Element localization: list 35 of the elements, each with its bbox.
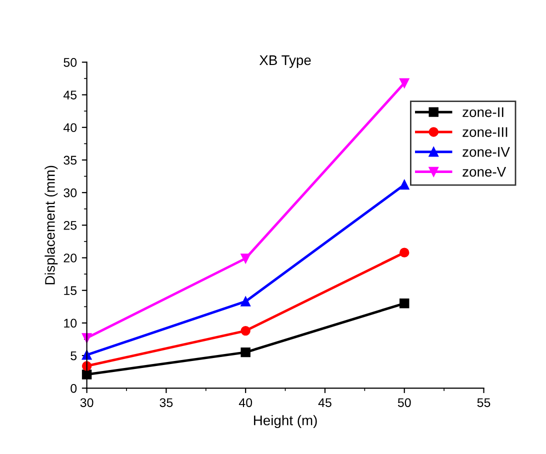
- y-tick-label: 0: [70, 384, 77, 393]
- y-tick-label: 25: [64, 220, 77, 230]
- legend-label: zone-II: [462, 107, 504, 118]
- legend-label: zone-III: [462, 127, 508, 137]
- y-tick-label: 20: [64, 254, 77, 262]
- x-tick-label: 55: [477, 398, 490, 408]
- x-axis-title: Height (m): [254, 415, 317, 428]
- y-tick-label: 50: [64, 58, 77, 67]
- x-tick-label: 40: [238, 398, 252, 408]
- point: [82, 350, 92, 360]
- point: [240, 347, 250, 358]
- legend-label: zone-IV: [462, 147, 510, 157]
- y-tick-label: 45: [63, 90, 77, 100]
- point: [240, 326, 250, 336]
- point: [82, 370, 92, 380]
- y-tick-label: 10: [64, 318, 77, 328]
- legend-label: zone-V: [462, 167, 506, 177]
- chart-title: XB Type: [259, 55, 311, 68]
- y-tick-label: 5: [70, 352, 77, 360]
- y-tick-label: 15: [64, 286, 77, 296]
- y-axis-title: Displacement (mm): [44, 166, 58, 284]
- x-tick-label: 50: [398, 398, 411, 408]
- point: [400, 248, 410, 258]
- point: [82, 333, 92, 343]
- point: [240, 296, 250, 306]
- x-tick-label: 35: [160, 398, 173, 408]
- point: [400, 78, 410, 88]
- point: [400, 180, 410, 190]
- y-tick-label: 40: [63, 123, 77, 132]
- point: [240, 254, 250, 264]
- x-tick-label: 45: [318, 398, 332, 408]
- y-tick-label: 30: [64, 188, 77, 198]
- y-tick-label: 35: [64, 156, 77, 165]
- x-tick-label: 30: [80, 398, 94, 408]
- point: [400, 298, 410, 308]
